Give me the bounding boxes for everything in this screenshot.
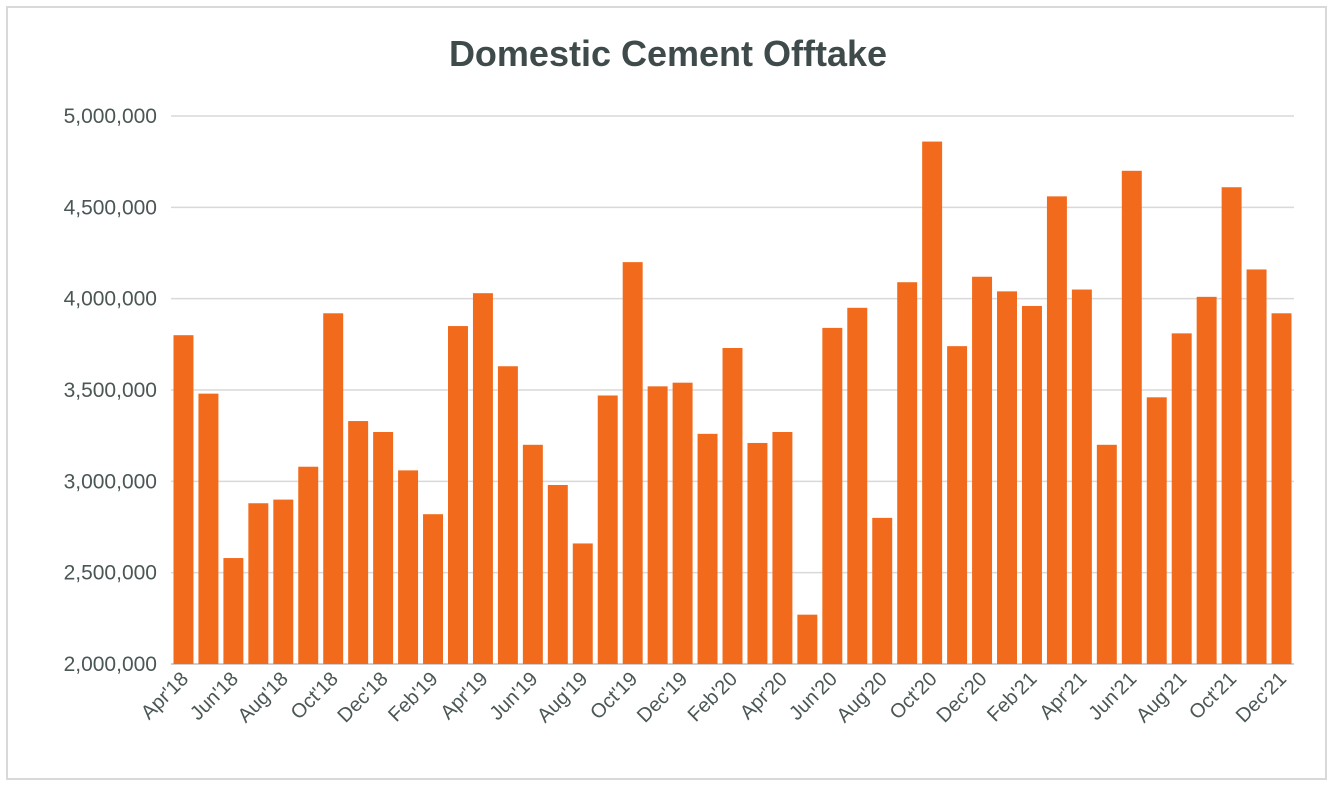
bar [323,313,344,664]
bar [797,614,818,664]
bar [1221,187,1242,665]
x-tick-label: Dec'19 [633,668,692,727]
bar [1146,397,1167,664]
x-tick-label: Oct'20 [886,668,942,724]
bar [622,262,643,664]
x-tick-label: Feb'21 [983,668,1041,726]
x-tick-label: Apr'19 [436,668,492,724]
bar [647,386,668,664]
x-tick-label: Jun'18 [186,668,243,725]
x-tick-label: Oct'18 [287,668,343,724]
bar [472,293,493,664]
bar [897,282,918,664]
bar [722,347,743,664]
x-tick-label: Feb'19 [384,668,442,726]
bar [547,484,568,664]
y-axis-ticks: 2,000,000 2,500,000 3,000,000 3,500,000 4,00… [64,105,157,676]
bar [997,291,1017,664]
bar [448,326,468,664]
y-tick-label: 2,500,000 [64,562,157,585]
y-tick-label: 5,000,000 [64,105,157,128]
bar [597,395,618,664]
bar [522,444,543,664]
bar [847,307,868,664]
y-tick-label: 2,000,000 [64,653,157,676]
bar [822,327,843,664]
bar-chart: Domestic Cement Offtake 2,000,000 2,500,0… [64,33,1294,727]
bar [1021,305,1042,664]
bar [1071,289,1092,664]
y-tick-label: 3,000,000 [64,470,157,493]
x-tick-label: Aug'18 [234,668,293,727]
bar [1246,269,1267,664]
bar [1196,296,1217,664]
bars [173,141,1292,665]
bar [173,335,194,664]
bar [423,514,444,664]
y-tick-label: 4,000,000 [64,288,157,311]
x-tick-label: Apr'20 [736,668,792,724]
bar [947,346,968,664]
bar [697,433,718,664]
x-tick-label: Jun'21 [1085,668,1142,725]
x-tick-label: Oct'19 [586,668,642,724]
chart-title: Domestic Cement Offtake [449,33,887,74]
bar [1171,333,1192,664]
bar [972,276,993,664]
bar [1121,170,1142,665]
x-tick-label: Dec'20 [932,668,991,727]
x-tick-label: Oct'21 [1185,668,1241,724]
bar [198,393,219,664]
bar [373,432,394,664]
bar [1096,444,1117,664]
bar [572,543,593,664]
x-tick-label: Jun'20 [785,668,842,725]
x-tick-label: Apr'18 [137,668,193,724]
x-tick-label: Aug'20 [833,668,892,727]
bar [872,517,893,664]
bar [248,503,269,664]
x-tick-label: Aug'21 [1132,668,1191,727]
bar [398,470,419,664]
bar [1046,196,1067,664]
chart-frame: Domestic Cement Offtake 2,000,000 2,500,0… [6,6,1327,780]
y-tick-label: 4,500,000 [64,196,157,219]
x-tick-label: Dec'21 [1232,668,1291,727]
x-tick-label: Aug'19 [533,668,592,727]
bar [672,382,693,664]
bar [922,141,943,664]
bar [348,421,369,664]
bar [497,366,518,664]
bar [298,466,319,664]
bar [273,499,294,664]
x-tick-label: Apr'21 [1035,668,1091,724]
bar [223,558,244,664]
x-tick-label: Jun'19 [486,668,543,725]
bar [1271,313,1292,664]
x-axis-ticks: Apr'18Jun'18Aug'18Oct'18Dec'18Feb'19Apr'… [137,668,1291,727]
bar [747,442,768,664]
bar [772,432,793,664]
x-tick-label: Dec'18 [334,668,393,727]
y-tick-label: 3,500,000 [64,379,157,402]
x-tick-label: Feb'20 [684,668,742,726]
